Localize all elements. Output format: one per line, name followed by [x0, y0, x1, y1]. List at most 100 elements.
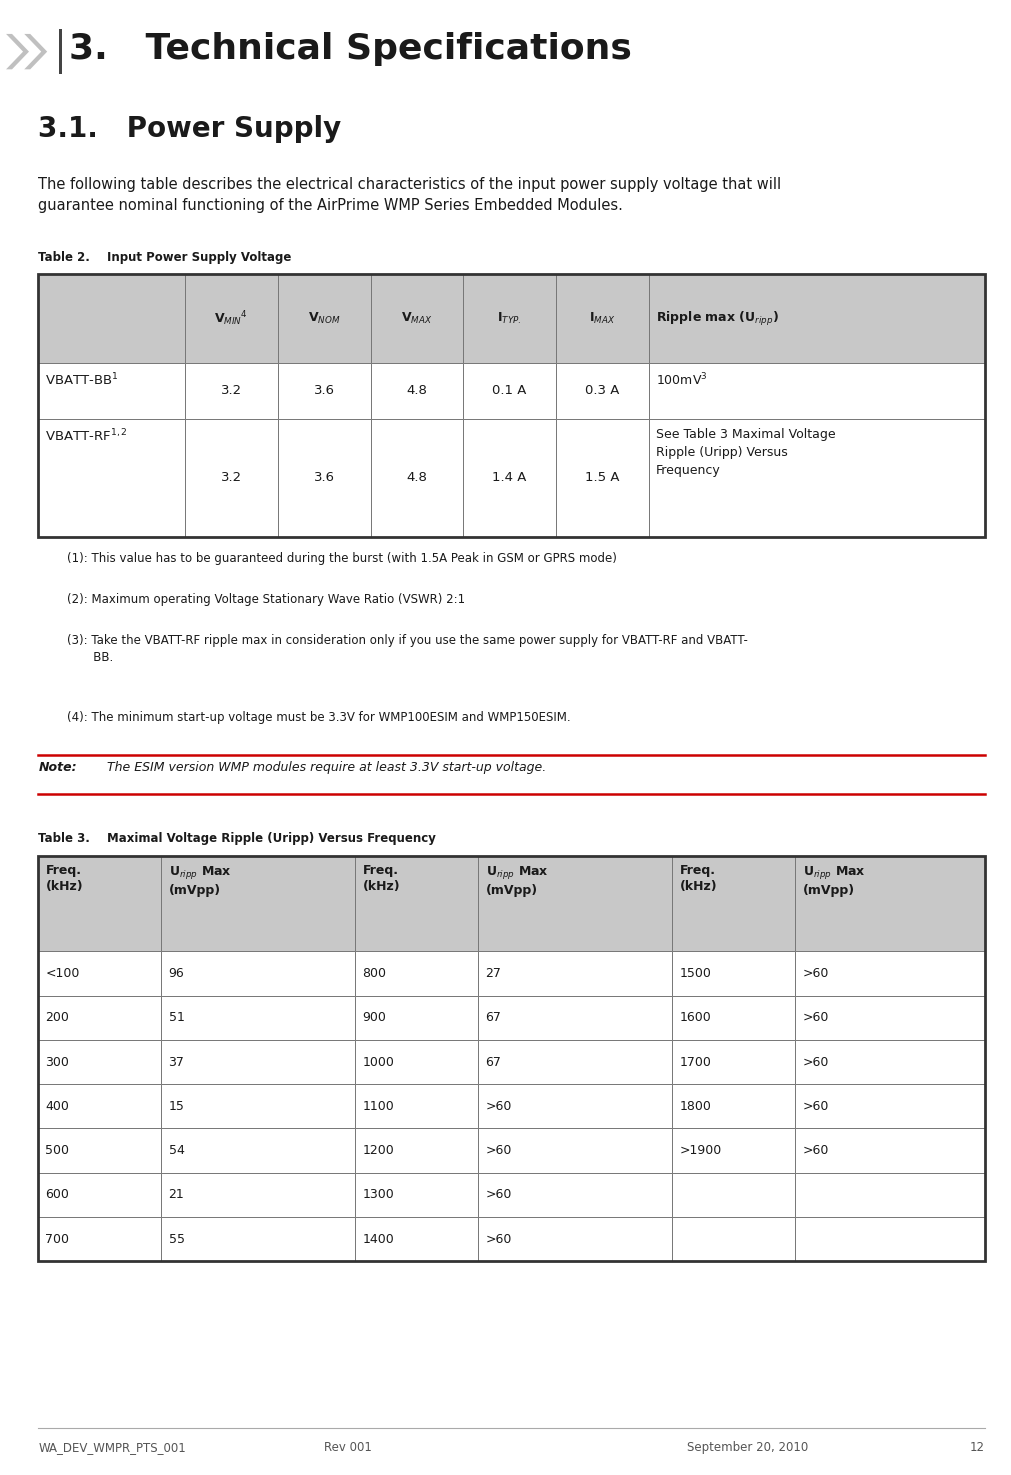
Bar — [38, 1217, 162, 1261]
Text: Rev 001: Rev 001 — [324, 1441, 371, 1454]
Text: 55: 55 — [169, 1233, 185, 1245]
Text: 51: 51 — [169, 1012, 184, 1024]
Bar — [278, 419, 371, 537]
Bar — [478, 996, 672, 1040]
Bar — [672, 1128, 796, 1173]
Text: >60: >60 — [803, 968, 829, 979]
Bar — [649, 274, 985, 363]
Text: 4.8: 4.8 — [406, 472, 428, 484]
Text: 54: 54 — [169, 1145, 184, 1156]
Text: 800: 800 — [363, 968, 386, 979]
Bar — [38, 996, 162, 1040]
Text: >60: >60 — [485, 1145, 512, 1156]
Text: 0.3 A: 0.3 A — [585, 385, 620, 397]
Text: 400: 400 — [45, 1100, 70, 1112]
Text: >60: >60 — [803, 1145, 829, 1156]
Text: 1.5 A: 1.5 A — [585, 472, 620, 484]
Text: V$_{MAX}$: V$_{MAX}$ — [401, 311, 433, 326]
Text: 67: 67 — [485, 1012, 501, 1024]
Text: The ESIM version WMP modules require at least 3.3V start-up voltage.: The ESIM version WMP modules require at … — [107, 761, 546, 774]
Text: 1700: 1700 — [679, 1056, 712, 1068]
Bar — [796, 1084, 985, 1128]
Text: (1): This value has to be guaranteed during the burst (with 1.5A Peak in GSM or : (1): This value has to be guaranteed dur… — [67, 552, 617, 565]
Text: I$_{TYP.}$: I$_{TYP.}$ — [497, 311, 522, 326]
Text: >60: >60 — [485, 1233, 512, 1245]
Text: 200: 200 — [45, 1012, 70, 1024]
Bar — [38, 1084, 162, 1128]
Bar — [162, 996, 356, 1040]
Text: 1500: 1500 — [679, 968, 712, 979]
Bar — [672, 855, 796, 951]
Bar — [38, 274, 185, 363]
Bar — [38, 1173, 162, 1217]
Text: >60: >60 — [803, 1012, 829, 1024]
Bar — [478, 951, 672, 996]
Bar — [796, 1173, 985, 1217]
Text: Freq.
(kHz): Freq. (kHz) — [363, 864, 400, 894]
Bar — [356, 855, 478, 951]
Text: 600: 600 — [45, 1189, 70, 1201]
Bar — [478, 1217, 672, 1261]
Bar — [356, 1173, 478, 1217]
Text: (3): Take the VBATT-RF ripple max in consideration only if you use the same powe: (3): Take the VBATT-RF ripple max in con… — [67, 634, 747, 664]
Bar — [162, 1128, 356, 1173]
Text: 3.6: 3.6 — [313, 472, 335, 484]
Text: Ripple max (U$_{ripp}$): Ripple max (U$_{ripp}$) — [656, 310, 778, 327]
Text: 3.6: 3.6 — [313, 385, 335, 397]
Bar — [38, 419, 185, 537]
Text: (2): Maximum operating Voltage Stationary Wave Ratio (VSWR) 2:1: (2): Maximum operating Voltage Stationar… — [67, 593, 465, 606]
Bar — [796, 1128, 985, 1173]
Text: The following table describes the electrical characteristics of the input power : The following table describes the electr… — [38, 177, 782, 212]
Bar — [796, 951, 985, 996]
Bar — [672, 1173, 796, 1217]
Text: 3.2: 3.2 — [220, 385, 242, 397]
Text: 0.1 A: 0.1 A — [492, 385, 527, 397]
Bar — [162, 1217, 356, 1261]
Text: Freq.
(kHz): Freq. (kHz) — [679, 864, 717, 894]
Bar — [672, 996, 796, 1040]
Bar — [162, 1084, 356, 1128]
Text: (4): The minimum start-up voltage must be 3.3V for WMP100ESIM and WMP150ESIM.: (4): The minimum start-up voltage must b… — [67, 711, 570, 724]
Bar — [371, 363, 463, 419]
Bar — [162, 951, 356, 996]
Bar — [38, 274, 985, 537]
Text: >60: >60 — [485, 1100, 512, 1112]
Text: WA_DEV_WMPR_PTS_001: WA_DEV_WMPR_PTS_001 — [38, 1441, 186, 1454]
Bar — [672, 1084, 796, 1128]
Polygon shape — [6, 34, 29, 69]
Bar — [796, 1217, 985, 1261]
Bar — [478, 1084, 672, 1128]
Bar — [356, 1040, 478, 1084]
Text: Table 3.: Table 3. — [38, 832, 90, 845]
Text: 4.8: 4.8 — [406, 385, 428, 397]
Text: September 20, 2010: September 20, 2010 — [687, 1441, 809, 1454]
Text: 3.   Technical Specifications: 3. Technical Specifications — [69, 32, 632, 66]
Bar — [38, 1128, 162, 1173]
Text: >1900: >1900 — [679, 1145, 722, 1156]
Bar — [162, 1040, 356, 1084]
Bar — [463, 363, 556, 419]
Text: 1400: 1400 — [363, 1233, 394, 1245]
Bar — [356, 1128, 478, 1173]
Bar — [672, 951, 796, 996]
Text: 37: 37 — [169, 1056, 184, 1068]
Text: 3.2: 3.2 — [220, 472, 242, 484]
Bar — [478, 1173, 672, 1217]
Text: 67: 67 — [485, 1056, 501, 1068]
Text: 1300: 1300 — [363, 1189, 394, 1201]
Bar — [278, 274, 371, 363]
Bar — [356, 951, 478, 996]
Bar — [371, 419, 463, 537]
Bar — [796, 996, 985, 1040]
Text: 900: 900 — [363, 1012, 386, 1024]
Bar — [649, 363, 985, 419]
Text: 1100: 1100 — [363, 1100, 394, 1112]
Bar — [59, 30, 62, 74]
Text: Note:: Note: — [38, 761, 77, 774]
Bar — [463, 419, 556, 537]
Bar — [185, 363, 278, 419]
Text: 15: 15 — [169, 1100, 184, 1112]
Bar — [672, 1040, 796, 1084]
Text: U$_{ripp}$ Max
(mVpp): U$_{ripp}$ Max (mVpp) — [803, 864, 865, 897]
Bar — [556, 419, 649, 537]
